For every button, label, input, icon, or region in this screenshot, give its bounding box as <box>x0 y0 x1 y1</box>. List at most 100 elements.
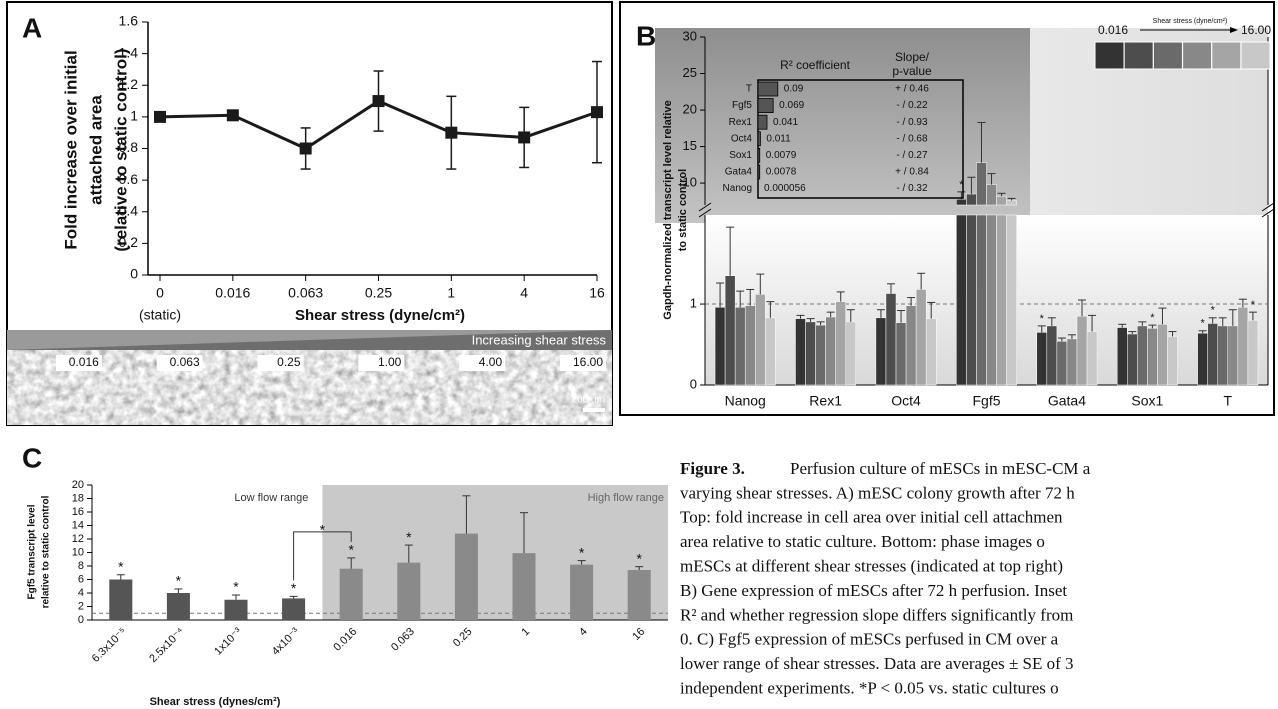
caption-line: Perfusion culture of mESCs in mESC-CM a <box>790 459 1091 478</box>
x-tick-label: 0.25 <box>451 626 475 650</box>
x-tick-label: Nanog <box>725 393 766 409</box>
y-tick-label: 15 <box>683 138 697 153</box>
inset-r2: 0.0078 <box>766 167 797 178</box>
bar <box>1218 326 1228 385</box>
page: Figure 3. Perfusion culture of mESCs in … <box>0 0 1278 709</box>
bar <box>795 319 805 385</box>
y-tick-label: 2 <box>78 600 84 612</box>
legend-start: 0.016 <box>1098 23 1128 37</box>
bar <box>916 289 926 385</box>
significance-star: * <box>118 558 124 574</box>
y-axis-label: Fold increase over initial <box>61 50 80 249</box>
inset-slope: + / 0.46 <box>895 84 929 95</box>
significance-star: * <box>1150 312 1155 324</box>
figure: Figure 3. Perfusion culture of mESCs in … <box>0 0 1278 709</box>
significance-star: * <box>176 573 182 589</box>
bar <box>735 307 745 385</box>
bar <box>1047 326 1057 385</box>
x-tick-label: Gata4 <box>1048 393 1086 409</box>
bar <box>997 215 1007 385</box>
data-point <box>300 143 312 155</box>
y-tick-label: 1.4 <box>119 44 139 60</box>
bar <box>1228 326 1238 385</box>
x-note: (static) <box>139 307 181 323</box>
bar <box>976 163 986 205</box>
bar <box>906 306 916 385</box>
bar <box>987 215 997 385</box>
inset-header: R² coefficient <box>780 58 850 72</box>
x-tick-label: 16 <box>589 285 605 301</box>
x-tick-label: 4x10⁻³ <box>270 625 302 657</box>
image-label: 0.25 <box>277 355 301 369</box>
data-point <box>373 95 385 107</box>
significance-star: * <box>1040 313 1045 325</box>
bar <box>1198 333 1208 385</box>
inset-slope: - / 0.27 <box>896 150 928 161</box>
y-tick-label: 25 <box>683 65 697 80</box>
bar <box>1007 215 1017 385</box>
inset-gene: Oct4 <box>731 133 753 144</box>
legend-swatch <box>1212 42 1241 69</box>
y-tick-label: 8 <box>78 560 84 572</box>
inset-gene: Fgf5 <box>732 100 752 111</box>
inset-gene: Nanog <box>723 183 752 194</box>
x-axis-label: Shear stress (dyne/cm²) <box>295 307 465 324</box>
bar <box>1077 316 1087 385</box>
inset-slope: + / 0.84 <box>895 167 929 178</box>
x-tick-label: 16 <box>630 626 647 643</box>
bar <box>1087 332 1097 385</box>
significance-star: * <box>233 579 239 595</box>
bar <box>987 185 997 205</box>
inset-header: Slope/ <box>895 50 930 64</box>
legend-end: 16.00 <box>1241 23 1271 37</box>
caption-line: R² and whether regression slope differs … <box>680 605 1073 624</box>
bar <box>1037 332 1047 385</box>
x-tick-label: 0 <box>156 285 164 301</box>
bar <box>1147 328 1157 385</box>
bar <box>1167 336 1177 385</box>
inset-bar <box>758 148 760 162</box>
x-tick-label: Oct4 <box>891 393 921 409</box>
inset-slope: - / 0.32 <box>896 183 928 194</box>
inset-r2: 0.09 <box>784 84 804 95</box>
bar <box>628 570 651 620</box>
y-tick-label: 1 <box>130 108 138 124</box>
scale-bar-label: 200 µm <box>571 395 605 406</box>
bar <box>1117 328 1127 385</box>
x-tick-label: 0.063 <box>288 285 323 301</box>
y-axis-label: attached area <box>86 95 105 205</box>
y-axis-label: relative to static control <box>41 495 52 608</box>
bar <box>956 215 966 385</box>
bar <box>715 307 725 385</box>
data-point <box>227 109 239 121</box>
x-tick-label: T <box>1224 393 1233 409</box>
bar <box>826 317 836 385</box>
y-tick-label: 0 <box>78 614 84 626</box>
caption-line: lower range of shear stresses. Data are … <box>680 654 1074 673</box>
bar <box>956 199 966 205</box>
bracket-star: * <box>320 522 326 538</box>
y-tick-label: 10 <box>72 546 84 558</box>
x-tick-label: Fgf5 <box>972 393 1000 409</box>
data-point <box>591 106 603 118</box>
scale-bar <box>583 408 605 412</box>
image-label: 0.016 <box>69 355 99 369</box>
inset-r2: 0.011 <box>766 133 791 144</box>
y-tick-label: 0.8 <box>119 139 139 155</box>
bar <box>570 565 593 620</box>
inset-gene: Rex1 <box>729 117 753 128</box>
bar <box>765 318 775 385</box>
x-tick-label: Sox1 <box>1131 393 1163 409</box>
bar <box>755 294 765 385</box>
bar <box>282 598 305 620</box>
x-tick-label: 6.3x10⁻⁵ <box>90 626 129 665</box>
y-tick-label: 0.6 <box>119 171 139 187</box>
image-label: 4.00 <box>479 355 503 369</box>
inset-slope: - / 0.68 <box>896 133 928 144</box>
x-tick-label: 0.016 <box>331 626 359 654</box>
y-tick-label: 10 <box>683 175 697 190</box>
y-tick-label: 0.4 <box>119 202 139 218</box>
image-label: 1.00 <box>378 355 402 369</box>
bar <box>1157 324 1167 385</box>
panel-letter: C <box>22 442 42 473</box>
